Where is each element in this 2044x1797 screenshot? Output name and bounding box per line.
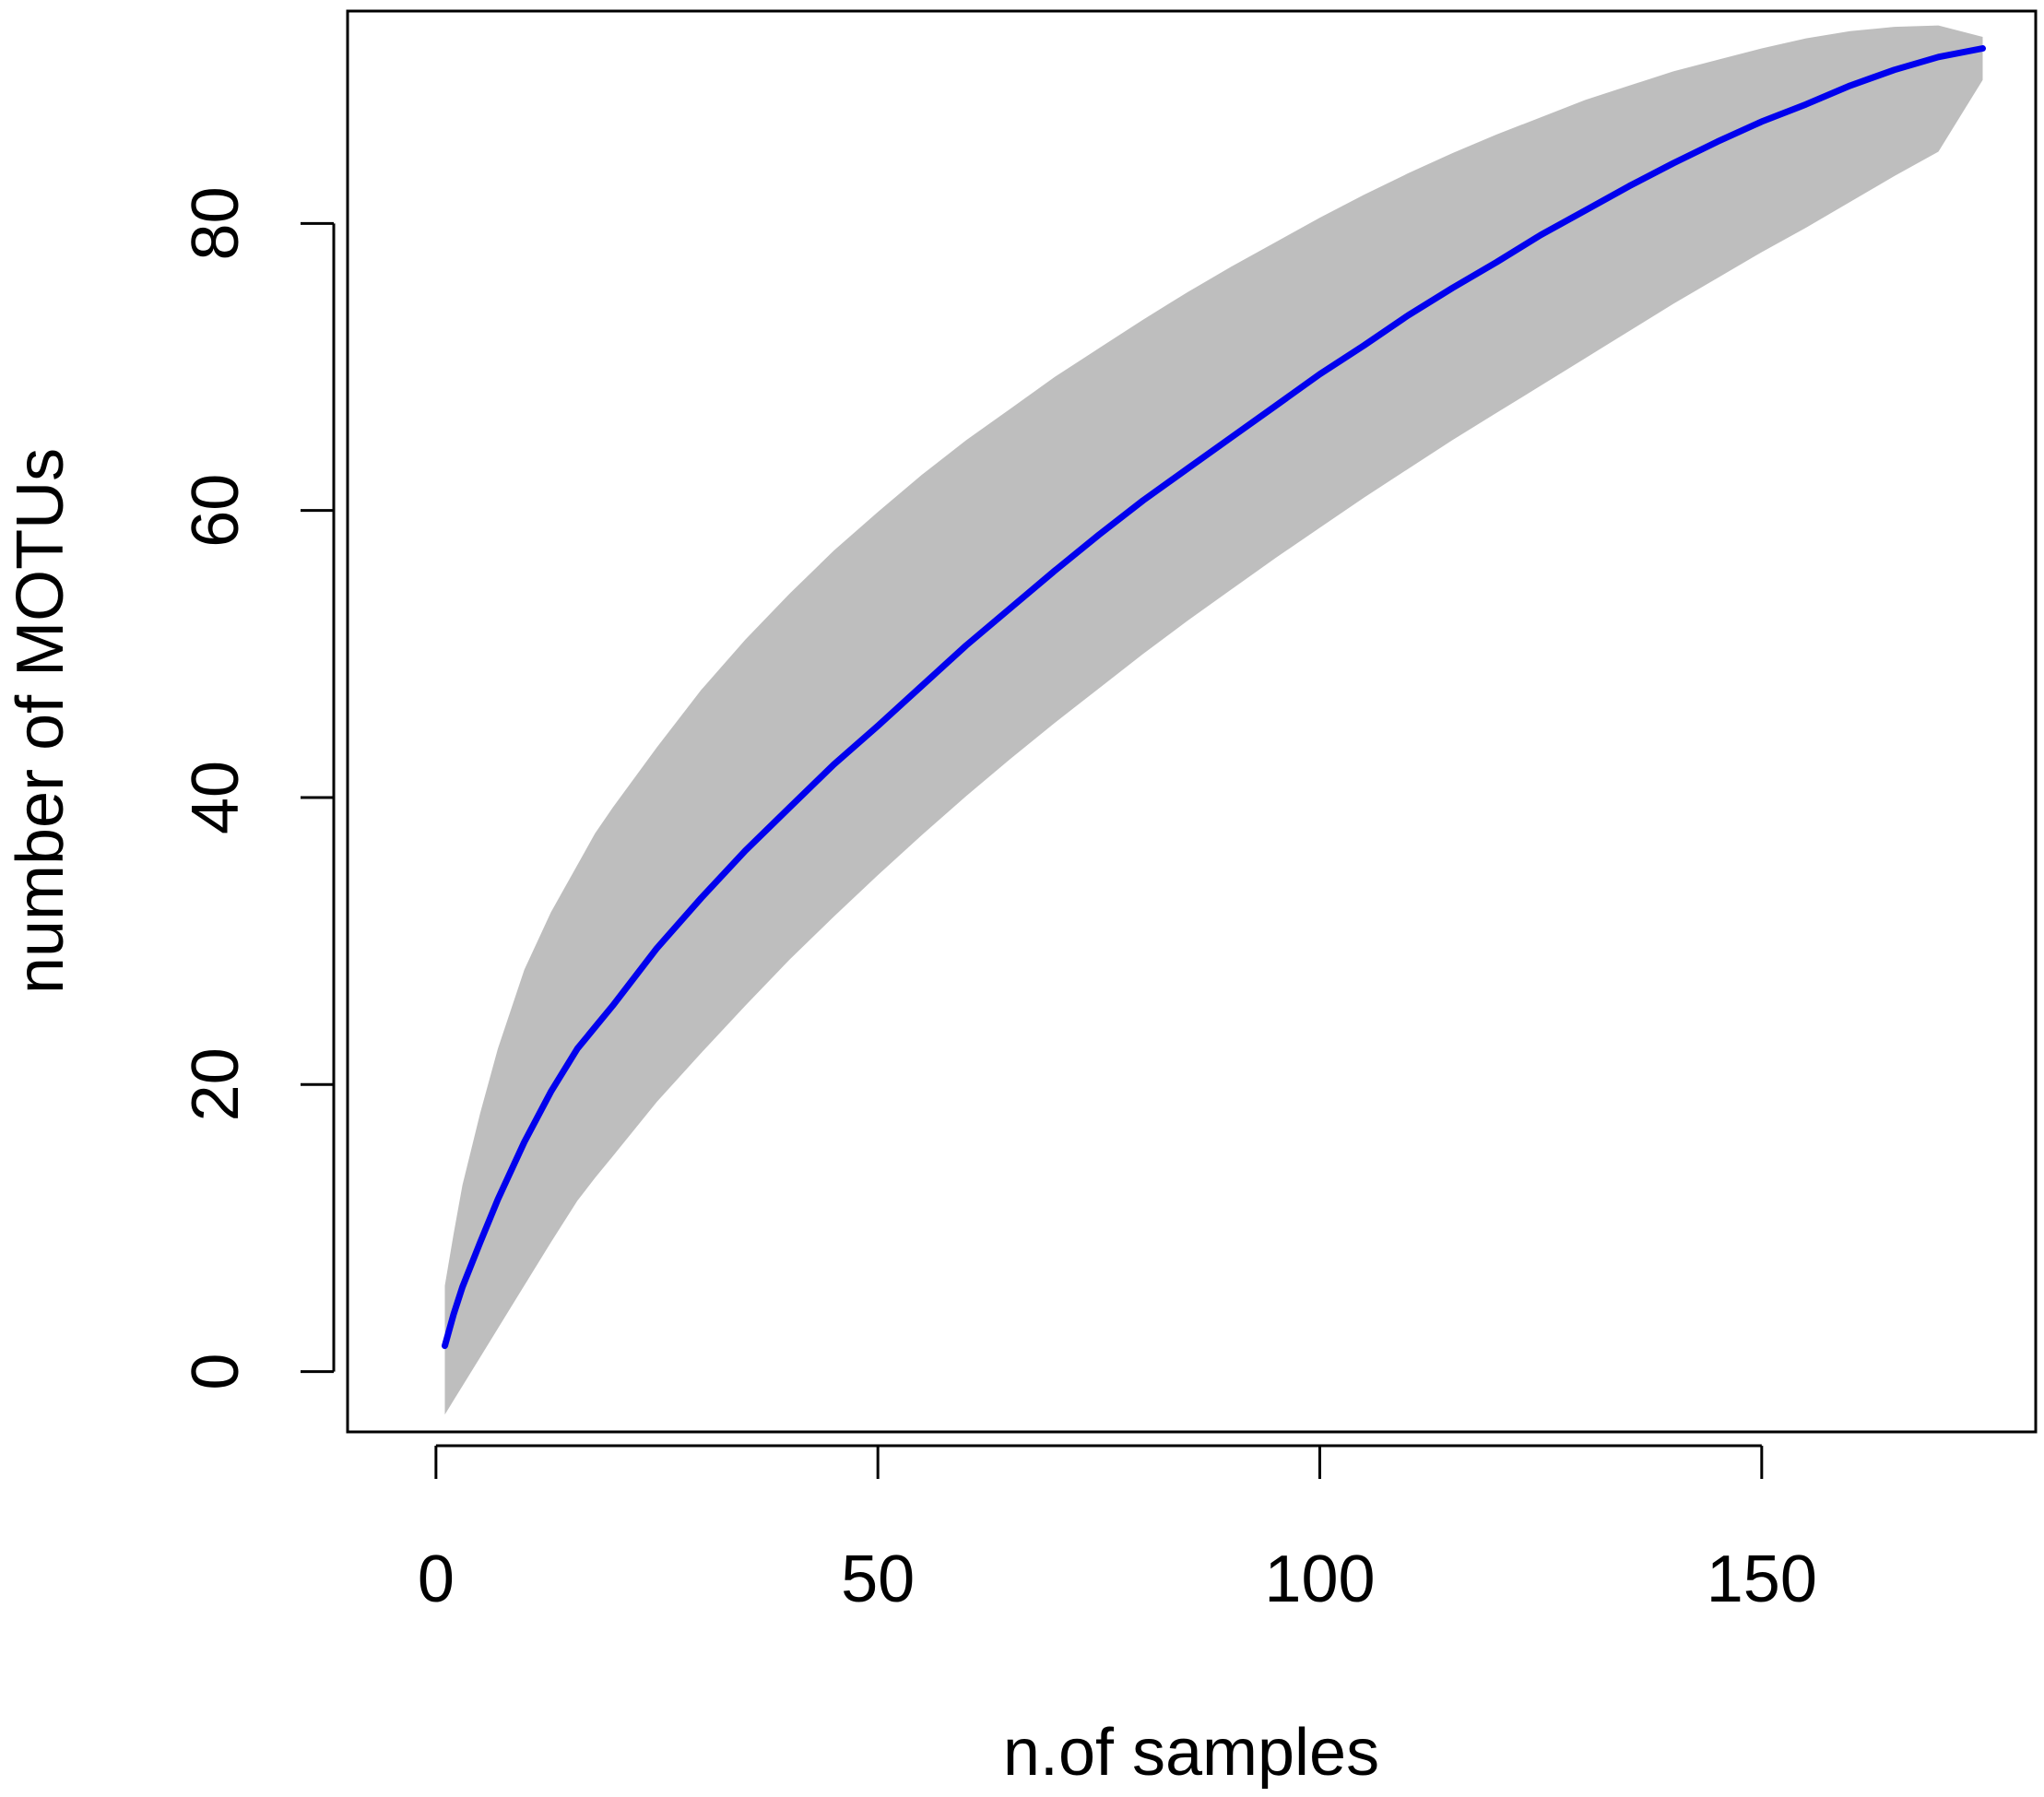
x-tick-label: 50 xyxy=(841,1543,915,1616)
x-tick-label: 150 xyxy=(1707,1543,1817,1616)
y-tick-label: 20 xyxy=(179,1047,253,1121)
x-tick-label: 0 xyxy=(418,1543,455,1616)
confidence-band-layer xyxy=(444,25,1983,1415)
x-tick-label: 100 xyxy=(1264,1543,1375,1616)
plot-frame xyxy=(346,9,2038,1434)
y-tick-label: 0 xyxy=(179,1354,253,1390)
y-tick-label: 60 xyxy=(179,474,253,548)
confidence-band xyxy=(444,25,1983,1415)
y-axis: 0 20 40 60 80 xyxy=(179,186,336,1390)
y-axis-label: number of MOTUs xyxy=(4,448,77,994)
x-axis: 0 50 100 150 xyxy=(418,1444,1817,1616)
y-tick-label: 80 xyxy=(179,186,253,260)
mean-rarefaction-line xyxy=(442,45,1986,1350)
x-axis-label: n.of samples xyxy=(1003,1716,1379,1790)
mean-line-layer xyxy=(442,45,1986,1350)
y-tick-label: 40 xyxy=(179,761,253,834)
